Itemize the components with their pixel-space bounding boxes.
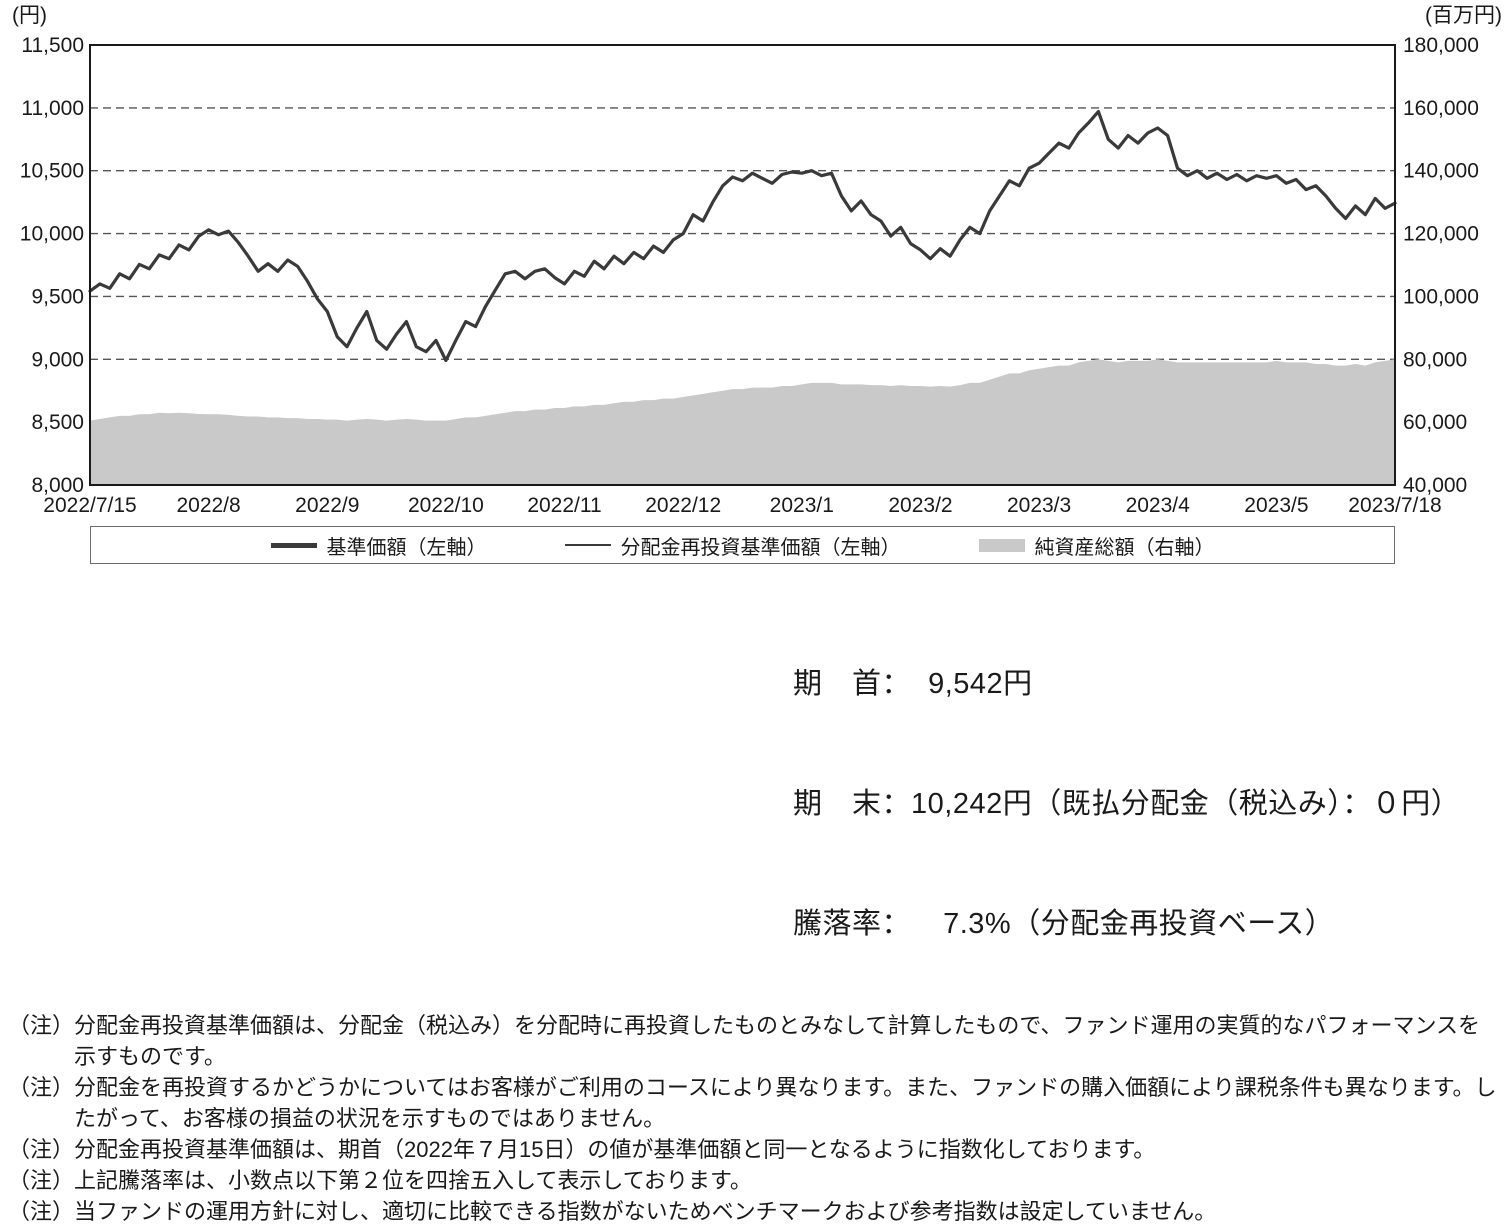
- nav-line: [88, 110, 1397, 363]
- footnote-4: （注） 上記騰落率は、小数点以下第２位を四捨五入して表示しております。: [8, 1165, 1502, 1196]
- left-axis-tick-label: 9,500: [31, 285, 84, 308]
- x-axis-tick-label: 2022/9: [295, 494, 359, 517]
- x-axis-tick-label: 2023/2: [888, 494, 952, 517]
- stat-change-rate: 騰落率： 7.3%（分配金再投資ベース）: [793, 908, 1335, 940]
- x-axis-tick-label: 2023/4: [1126, 494, 1191, 517]
- note-text: 分配金再投資基準価額は、期首（2022年７月15日）の値が基準価額と同一となるよ…: [74, 1137, 1156, 1162]
- footnote-3: （注） 分配金再投資基準価額は、期首（2022年７月15日）の値が基準価額と同一…: [8, 1134, 1502, 1165]
- right-axis-tick-label: 80,000: [1403, 348, 1467, 371]
- legend-item-reinvested-nav: 分配金再投資基準価額（左軸）: [564, 531, 901, 560]
- footnote-1: （注） 分配金再投資基準価額は、分配金（税込み）を分配時に再投資したものとみなし…: [8, 1010, 1502, 1072]
- nav-line-sample: [270, 542, 317, 548]
- left-axis-tick-label: 9,000: [31, 348, 84, 371]
- left-axis-tick-label: 11,500: [21, 34, 84, 57]
- note-text: 分配金再投資基準価額は、分配金（税込み）を分配時に再投資したものとみなして計算し…: [74, 1013, 1481, 1069]
- x-axis-tick-label: 2023/5: [1244, 494, 1308, 517]
- plot-border: [89, 44, 1396, 486]
- right-axis-tick-label: 120,000: [1403, 223, 1479, 246]
- right-axis-unit: (百万円): [1425, 4, 1502, 27]
- x-axis-tick-label: 2022/7/15: [43, 494, 136, 517]
- reinvested-nav-line: [89, 110, 1396, 362]
- right-axis-tick-label: 160,000: [1403, 97, 1479, 120]
- note-marker: （注）: [8, 1168, 75, 1193]
- stat-period-start: 期 首： 9,542円: [793, 668, 1033, 700]
- fund-performance-chart-section: 8,000 8,500 9,000 9,500 10,000 10,500 11,000 11…: [0, 0, 1510, 570]
- note-marker: （注）: [8, 1013, 75, 1038]
- right-axis-tick-label: 100,000: [1403, 285, 1479, 308]
- right-axis-tick-label: 140,000: [1403, 160, 1479, 183]
- x-axis-tick-label: 2023/7/18: [1348, 494, 1441, 517]
- note-text: 上記騰落率は、小数点以下第２位を四捨五入して表示しております。: [74, 1168, 752, 1193]
- left-axis-tick-label: 8,500: [31, 411, 84, 434]
- chart-legend: 基準価額（左軸） 分配金再投資基準価額（左軸） 純資産総額（右軸）: [90, 526, 1395, 564]
- note-text: 分配金を再投資するかどうかについてはお客様がご利用のコースにより異なります。また…: [74, 1075, 1497, 1131]
- right-axis-tick-label: 40,000: [1403, 474, 1467, 497]
- left-axis-tick-label: 10,000: [20, 223, 84, 246]
- legend-label-reinvested-nav: 分配金再投資基準価額（左軸）: [620, 536, 901, 559]
- reinvested-nav-line-sample: [564, 544, 611, 546]
- net-assets-area-sample: [978, 538, 1025, 552]
- left-axis-unit: (円): [12, 4, 47, 27]
- footnote-5: （注） 当ファンドの運用方針に対し、適切に比較できる指数がないためベンチマークお…: [8, 1196, 1502, 1227]
- note-marker: （注）: [8, 1137, 75, 1162]
- note-marker: （注）: [8, 1199, 75, 1224]
- x-axis-tick-label: 2022/10: [408, 494, 484, 517]
- left-axis-tick-label: 8,000: [31, 474, 84, 497]
- x-axis-tick-label: 2022/8: [176, 494, 240, 517]
- net-assets-area: [90, 359, 1395, 485]
- left-axis-tick-label: 11,000: [21, 97, 84, 120]
- legend-item-net-assets: 純資産総額（右軸）: [978, 531, 1215, 560]
- x-axis-tick-label: 2023/3: [1007, 494, 1071, 517]
- legend-item-nav: 基準価額（左軸）: [270, 531, 487, 560]
- left-axis-tick-label: 10,500: [20, 160, 84, 183]
- x-axis-tick-label: 2022/12: [645, 494, 721, 517]
- x-axis-tick-label: 2023/1: [770, 494, 834, 517]
- note-text: 当ファンドの運用方針に対し、適切に比較できる指数がないためベンチマークおよび参考…: [74, 1199, 1217, 1224]
- legend-label-nav: 基準価額（左軸）: [326, 536, 487, 559]
- x-axis-tick-label: 2022/11: [527, 494, 601, 517]
- performance-stats: 期 首： 9,542円 期 末：10,242円（既払分配金（税込み）：０円） 騰…: [793, 584, 1510, 984]
- right-axis-tick-label: 180,000: [1403, 34, 1479, 57]
- legend-label-net-assets: 純資産総額（右軸）: [1034, 536, 1215, 559]
- performance-chart: 8,000 8,500 9,000 9,500 10,000 10,500 11,000 11…: [12, 4, 1502, 517]
- footnote-2: （注） 分配金を再投資するかどうかについてはお客様がご利用のコースにより異なりま…: [8, 1072, 1502, 1134]
- footnotes: （注） 分配金再投資基準価額は、分配金（税込み）を分配時に再投資したものとみなし…: [8, 1010, 1502, 1227]
- stat-period-end: 期 末：10,242円（既払分配金（税込み）：０円）: [793, 788, 1461, 820]
- right-axis-tick-label: 60,000: [1403, 411, 1467, 434]
- note-marker: （注）: [8, 1075, 75, 1100]
